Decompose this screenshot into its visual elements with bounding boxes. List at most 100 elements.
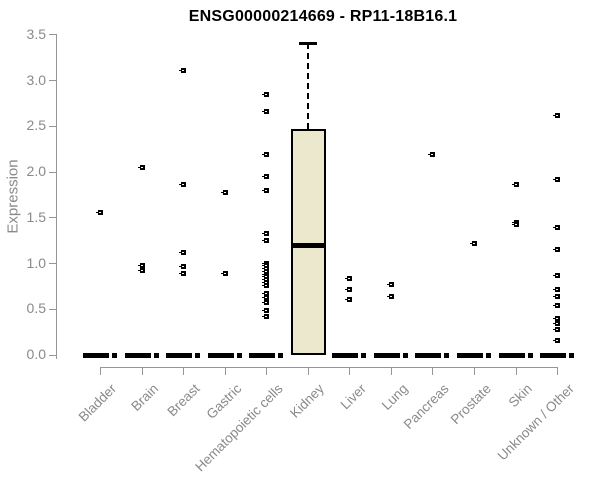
data-point [345,276,353,282]
x-tick-label: Kidney [287,381,328,421]
zero-median-bar [540,353,575,358]
x-axis-line [100,367,559,368]
data-point [179,67,187,73]
data-point [262,91,270,97]
data-point [553,177,561,183]
x-axis-tick [307,367,309,375]
zero-median-bar [124,353,159,358]
data-point [96,210,103,216]
x-axis-tick [266,367,268,375]
data-point [262,268,270,274]
x-tick-label: Gastric [203,381,245,422]
chart-title: ENSG00000214669 - RP11-18B16.1 [188,8,458,25]
data-point [262,282,270,288]
x-tick-label: Bladder [76,381,120,425]
data-point [262,308,270,314]
x-axis-tick [141,367,143,375]
data-point [262,187,270,193]
data-point [511,222,519,228]
data-point [345,287,353,293]
y-tick-label: 3.0 [26,71,46,88]
data-point [262,277,270,283]
data-point [137,267,145,273]
data-point [262,237,270,243]
y-tick-label: 0.5 [26,300,46,317]
data-point [262,290,270,296]
data-point [553,338,561,344]
x-axis-tick [224,367,226,375]
x-axis-tick [432,367,434,375]
data-point [469,241,477,247]
y-tick-label: 2.0 [26,163,46,180]
zero-median-bar [415,353,450,358]
data-point [553,113,561,119]
data-point [262,231,270,237]
data-point [386,294,394,300]
data-point [386,281,394,287]
x-tick-label: Unknown / Other [494,381,577,464]
x-axis-tick [473,367,475,375]
x-tick-label: Brain [128,381,162,414]
whisker-line [306,43,309,130]
x-axis-tick [515,367,517,375]
zero-median-bar [166,353,201,358]
x-tick-label: Breast [164,381,203,420]
data-point [262,173,270,179]
x-tick-label: Pancreas [401,381,453,432]
data-point [179,264,187,270]
zero-median-bar [373,353,408,358]
data-point [553,273,561,279]
data-point [262,266,270,272]
data-point [179,270,187,276]
y-axis-label: Expression [4,159,22,234]
data-point [179,249,187,255]
zero-median-bar [498,353,533,358]
zero-median-bar [249,353,284,358]
data-point [262,151,270,157]
y-axis-tick [49,217,57,219]
y-axis-tick [49,125,57,127]
data-point [553,224,561,230]
data-point [262,263,270,269]
x-axis-tick [349,367,351,375]
y-axis-tick [49,34,57,36]
x-axis-tick [557,367,559,375]
data-point [262,271,270,277]
data-point [262,260,270,266]
data-point [220,190,228,196]
data-point [262,274,270,280]
data-point [553,287,561,293]
data-point [137,164,145,170]
y-axis-tick [49,308,57,310]
data-point [553,246,561,252]
y-axis-tick [49,263,57,265]
y-tick-label: 1.5 [26,208,46,225]
y-axis-tick [49,171,57,173]
zero-median-bar [207,353,242,358]
data-point [553,315,561,321]
data-point [262,108,270,114]
y-tick-label: 3.5 [26,25,46,42]
zero-median-bar [456,353,491,358]
box-median-line [290,243,326,249]
data-point [262,299,270,305]
data-point [179,182,187,188]
data-point [262,313,270,319]
x-axis-tick [100,367,101,375]
y-tick-label: 1.0 [26,254,46,271]
data-point [553,302,561,308]
zero-median-bar [83,353,117,358]
y-axis-line [56,35,57,359]
data-point [262,295,270,301]
data-point [345,297,353,303]
whisker-cap [298,42,317,46]
data-point [553,327,561,333]
y-tick-label: 2.5 [26,117,46,134]
x-tick-label: Prostate [447,381,494,428]
box [290,129,326,355]
data-point [553,321,561,326]
data-point [553,294,561,300]
y-axis-tick [49,80,57,82]
y-tick-label: 0.0 [26,346,46,362]
